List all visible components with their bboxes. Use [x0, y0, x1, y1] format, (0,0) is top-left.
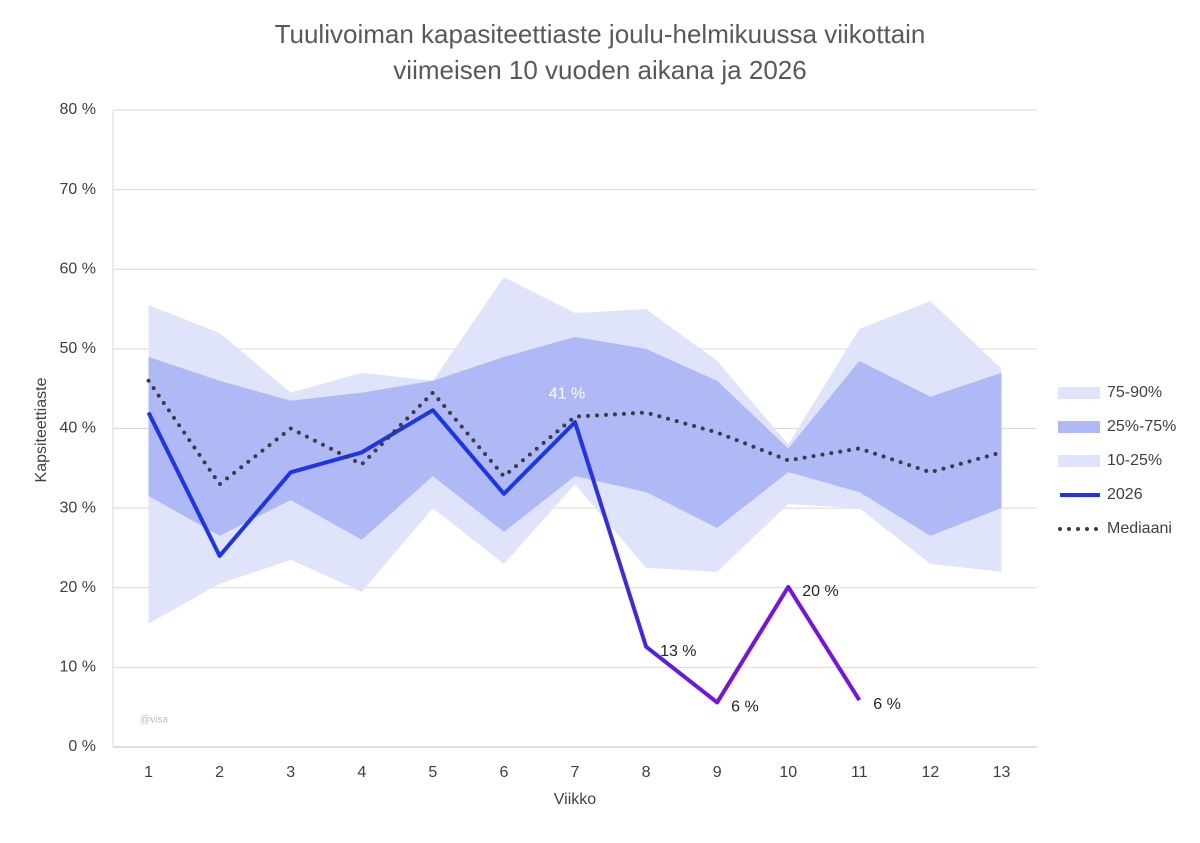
x-tick-label: 4 [357, 764, 366, 781]
chart-title: Tuulivoiman kapasiteettiaste joulu-helmi… [275, 19, 926, 49]
y-tick-label: 60 % [60, 260, 96, 277]
x-tick-label: 7 [571, 764, 580, 781]
y-tick-label: 40 % [60, 420, 96, 437]
watermark: @visa [140, 715, 168, 726]
x-tick-label: 11 [851, 764, 868, 781]
x-tick-label: 3 [286, 764, 295, 781]
legend-label: 10-25% [1107, 452, 1162, 469]
x-tick-label: 10 [779, 764, 797, 781]
series-line [146, 408, 862, 705]
y-tick-label: 50 % [60, 340, 96, 357]
x-tick-label: 12 [921, 764, 939, 781]
legend-swatch [1058, 421, 1100, 433]
x-axis-label: Viikko [554, 791, 596, 808]
legend-label: Mediaani [1107, 520, 1172, 537]
y-tick-label: 20 % [60, 579, 96, 596]
legend-label: 75-90% [1107, 384, 1162, 401]
y-tick-label: 80 % [60, 101, 96, 118]
band-area [148, 472, 1002, 624]
x-tick-label: 1 [144, 764, 153, 781]
legend-label: 2026 [1107, 486, 1143, 503]
data-label: 41 % [549, 385, 585, 402]
series-line [146, 378, 1004, 488]
x-tick-label: 6 [499, 764, 508, 781]
legend-label: 25%-75% [1107, 418, 1176, 435]
legend-swatch [1058, 387, 1100, 399]
y-tick-label: 70 % [60, 181, 96, 198]
y-axis-label: Kapsiteettiaste [33, 377, 50, 482]
x-tick-label: 5 [428, 764, 437, 781]
data-label: 13 % [660, 643, 696, 660]
y-tick-label: 30 % [60, 499, 96, 516]
y-tick-label: 0 % [68, 738, 96, 755]
data-label: 6 % [731, 699, 759, 716]
data-label: 6 % [873, 696, 901, 713]
data-label: 20 % [802, 583, 838, 600]
chart-title: viimeisen 10 vuoden aikana ja 2026 [393, 55, 806, 85]
x-tick-label: 8 [642, 764, 651, 781]
x-tick-label: 9 [713, 764, 722, 781]
y-tick-label: 10 % [60, 659, 96, 676]
legend-swatch [1058, 455, 1100, 467]
x-tick-label: 13 [993, 764, 1011, 781]
x-tick-label: 2 [215, 764, 224, 781]
band-area [148, 336, 1002, 540]
